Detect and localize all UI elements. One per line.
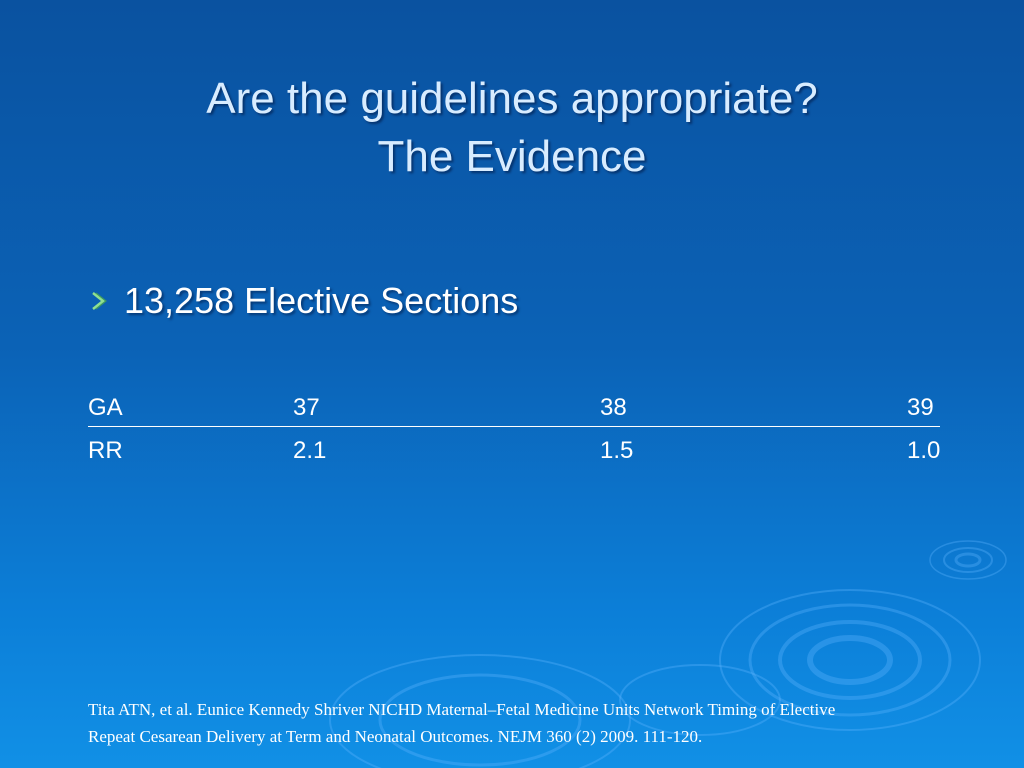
- data-table: GA 37 38 39 RR 2.1 1.5 1.0: [88, 392, 948, 469]
- citation-line-1: Tita ATN, et al. Eunice Kennedy Shriver …: [88, 700, 836, 719]
- title-line-2: The Evidence: [377, 132, 647, 181]
- slide-title: Are the guidelines appropriate? The Evid…: [0, 70, 1024, 186]
- bullet-text: 13,258 Elective Sections: [124, 280, 519, 321]
- arrow-bullet-icon: [92, 292, 107, 310]
- table-row: RR 2.1 1.5 1.0: [88, 435, 948, 469]
- citation: Tita ATN, et al. Eunice Kennedy Shriver …: [88, 696, 988, 750]
- table-cell: 2.1: [293, 437, 327, 464]
- title-line-1: Are the guidelines appropriate?: [206, 74, 818, 123]
- table-header-cell: 38: [600, 394, 627, 421]
- table-header-cell: 37: [293, 394, 320, 421]
- table-cell: 1.0: [907, 437, 941, 464]
- table-header-row: GA 37 38 39: [88, 392, 940, 427]
- table-header-cell: 39: [907, 394, 934, 421]
- table-cell: RR: [88, 437, 123, 464]
- table-header-cell: GA: [88, 394, 123, 421]
- citation-line-2: Repeat Cesarean Delivery at Term and Neo…: [88, 727, 703, 746]
- table-cell: 1.5: [600, 437, 634, 464]
- bullet-item: 13,258 Elective Sections: [88, 280, 518, 322]
